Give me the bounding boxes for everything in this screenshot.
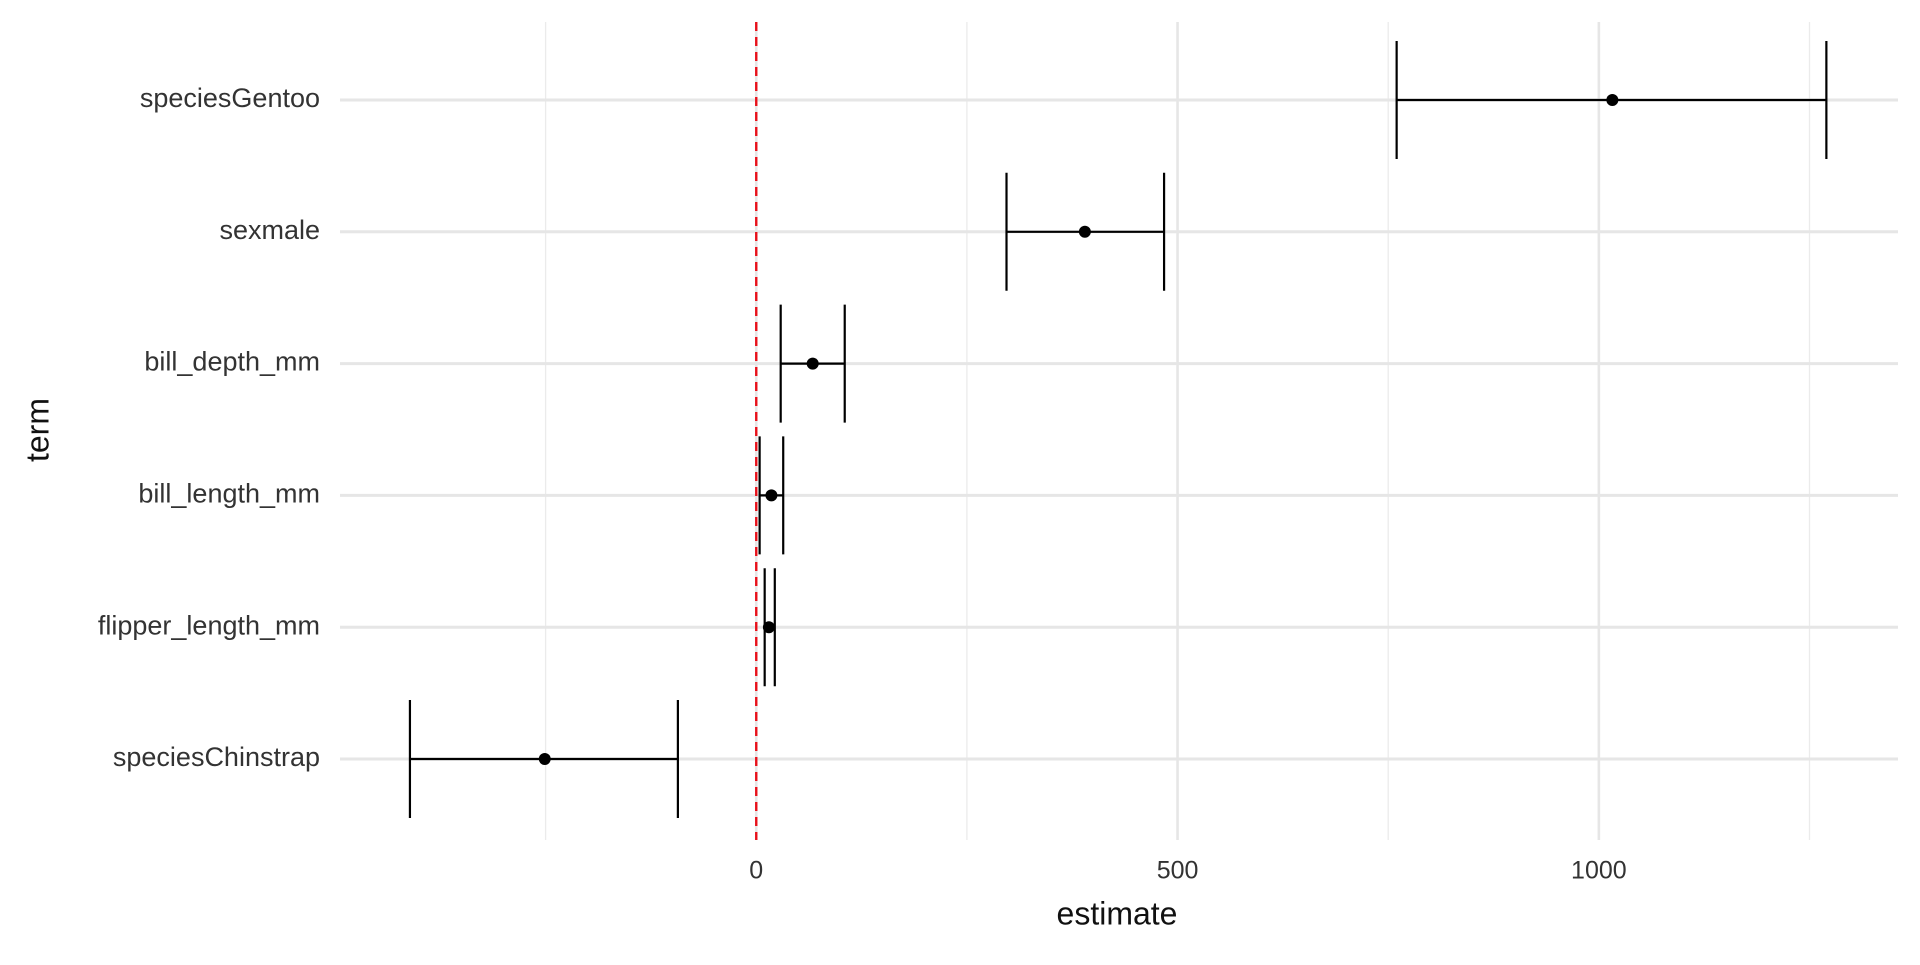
point	[806, 357, 819, 370]
y-tick-label: bill_depth_mm	[144, 347, 320, 377]
point	[1078, 225, 1091, 238]
y-tick-label: bill_length_mm	[138, 479, 320, 509]
y-tick-label: speciesGentoo	[140, 83, 320, 113]
point	[762, 621, 775, 634]
x-tick-label: 0	[749, 857, 763, 885]
y-tick-label: speciesChinstrap	[113, 742, 320, 772]
x-axis-title: estimate	[1057, 895, 1178, 931]
point	[1606, 94, 1619, 106]
y-tick-label: flipper_length_mm	[98, 610, 320, 640]
point	[765, 489, 778, 502]
y-axis-title: term	[19, 398, 55, 462]
point	[538, 753, 551, 765]
x-tick-label: 500	[1157, 857, 1199, 885]
x-tick-label: 1000	[1571, 857, 1627, 885]
y-tick-label: sexmale	[219, 215, 320, 245]
